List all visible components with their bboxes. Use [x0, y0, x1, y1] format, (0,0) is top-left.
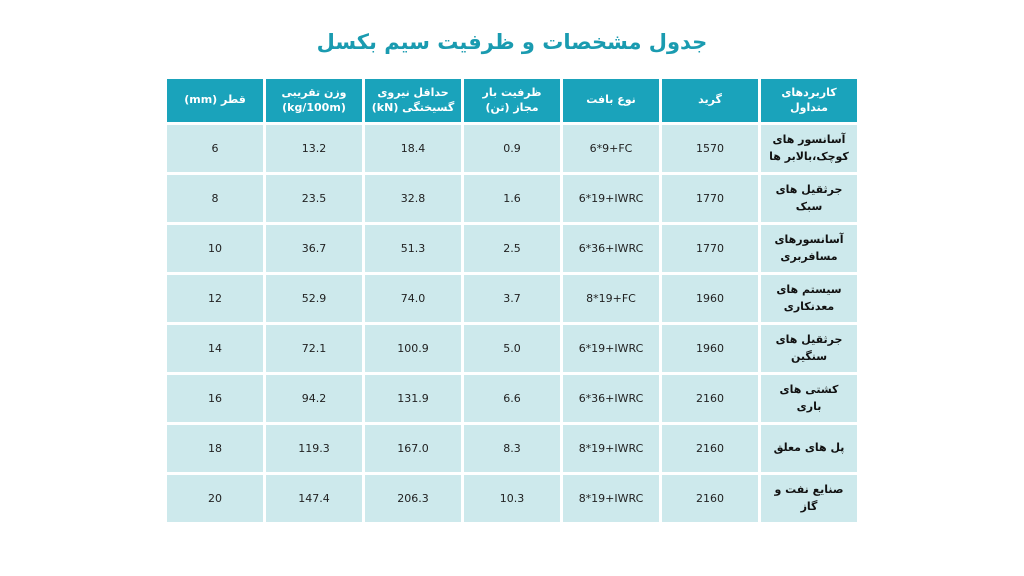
cell-weave: 6*19+IWRC	[563, 175, 659, 222]
cell-diameter: 14	[167, 325, 263, 372]
cell-diameter: 10	[167, 225, 263, 272]
cell-usage: صنایع نفت و گاز	[761, 475, 857, 522]
cell-breaking-force: 131.9	[365, 375, 461, 422]
header-usage: کاربردهای متداول	[761, 79, 857, 122]
table-row: کشتی های باری 2160 6*36+IWRC 6.6 131.9 9…	[167, 375, 857, 422]
table-row: آسانسورهای مسافربری 1770 6*36+IWRC 2.5 5…	[167, 225, 857, 272]
cell-weave: 8*19+FC	[563, 275, 659, 322]
cell-capacity: 5.0	[464, 325, 560, 372]
cell-capacity: 10.3	[464, 475, 560, 522]
cell-breaking-force: 51.3	[365, 225, 461, 272]
cell-weight: 119.3	[266, 425, 362, 472]
cell-weave: 6*36+IWRC	[563, 375, 659, 422]
cell-grade: 1570	[662, 125, 758, 172]
cell-weight: 52.9	[266, 275, 362, 322]
header-weight: وزن تقریبی (kg/100m)	[266, 79, 362, 122]
cell-capacity: 8.3	[464, 425, 560, 472]
cell-weave: 8*19+IWRC	[563, 425, 659, 472]
cell-diameter: 18	[167, 425, 263, 472]
header-capacity: ظرفیت بار مجاز (تن)	[464, 79, 560, 122]
spec-table: کاربردهای متداول گرید نوع بافت ظرفیت بار…	[164, 76, 860, 525]
cell-grade: 2160	[662, 475, 758, 522]
cell-diameter: 20	[167, 475, 263, 522]
cell-capacity: 6.6	[464, 375, 560, 422]
cell-capacity: 0.9	[464, 125, 560, 172]
cell-usage: پل های معلق	[761, 425, 857, 472]
cell-usage: کشتی های باری	[761, 375, 857, 422]
header-breaking-force: حداقل نیروی گسیختگی (kN)	[365, 79, 461, 122]
table-row: آسانسور های کوچک،بالابر ها 1570 6*9+FC 0…	[167, 125, 857, 172]
cell-breaking-force: 206.3	[365, 475, 461, 522]
cell-diameter: 12	[167, 275, 263, 322]
cell-grade: 1770	[662, 225, 758, 272]
cell-usage: آسانسورهای مسافربری	[761, 225, 857, 272]
table-row: جرثقیل های سبک 1770 6*19+IWRC 1.6 32.8 2…	[167, 175, 857, 222]
cell-capacity: 3.7	[464, 275, 560, 322]
cell-usage: جرثقیل های سنگین	[761, 325, 857, 372]
cell-breaking-force: 32.8	[365, 175, 461, 222]
header-grade: گرید	[662, 79, 758, 122]
cell-weight: 23.5	[266, 175, 362, 222]
table-row: جرثقیل های سنگین 1960 6*19+IWRC 5.0 100.…	[167, 325, 857, 372]
cell-grade: 1960	[662, 275, 758, 322]
header-row: کاربردهای متداول گرید نوع بافت ظرفیت بار…	[167, 79, 857, 122]
table-row: سیستم های معدنکاری 1960 8*19+FC 3.7 74.0…	[167, 275, 857, 322]
cell-grade: 2160	[662, 425, 758, 472]
header-weave: نوع بافت	[563, 79, 659, 122]
header-diameter: قطر (mm)	[167, 79, 263, 122]
cell-weave: 6*9+FC	[563, 125, 659, 172]
cell-breaking-force: 100.9	[365, 325, 461, 372]
cell-grade: 1770	[662, 175, 758, 222]
cell-weave: 8*19+IWRC	[563, 475, 659, 522]
cell-grade: 1960	[662, 325, 758, 372]
cell-diameter: 8	[167, 175, 263, 222]
cell-diameter: 6	[167, 125, 263, 172]
cell-weight: 94.2	[266, 375, 362, 422]
cell-usage: سیستم های معدنکاری	[761, 275, 857, 322]
cell-diameter: 16	[167, 375, 263, 422]
cell-breaking-force: 167.0	[365, 425, 461, 472]
cell-breaking-force: 74.0	[365, 275, 461, 322]
cell-weight: 72.1	[266, 325, 362, 372]
cell-usage: جرثقیل های سبک	[761, 175, 857, 222]
cell-capacity: 1.6	[464, 175, 560, 222]
cell-weave: 6*36+IWRC	[563, 225, 659, 272]
cell-breaking-force: 18.4	[365, 125, 461, 172]
cell-weave: 6*19+IWRC	[563, 325, 659, 372]
cell-capacity: 2.5	[464, 225, 560, 272]
cell-usage: آسانسور های کوچک،بالابر ها	[761, 125, 857, 172]
page-title: جدول مشخصات و ظرفیت سیم بکسل	[316, 30, 708, 54]
cell-weight: 36.7	[266, 225, 362, 272]
table-row: پل های معلق 2160 8*19+IWRC 8.3 167.0 119…	[167, 425, 857, 472]
table-row: صنایع نفت و گاز 2160 8*19+IWRC 10.3 206.…	[167, 475, 857, 522]
cell-weight: 147.4	[266, 475, 362, 522]
cell-grade: 2160	[662, 375, 758, 422]
cell-weight: 13.2	[266, 125, 362, 172]
